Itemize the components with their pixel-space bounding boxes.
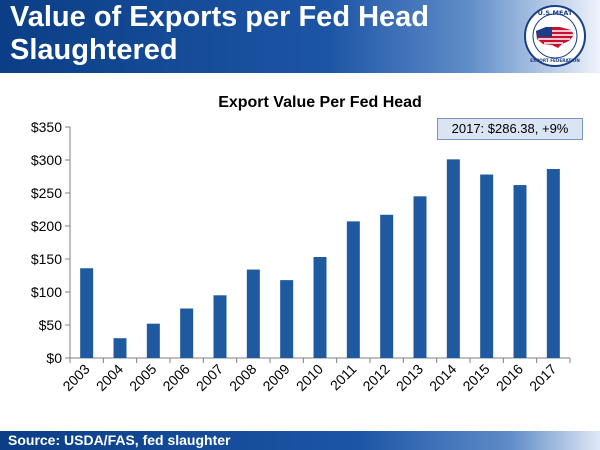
footer-banner: Source: USDA/FAS, fed slaughter — [0, 431, 600, 450]
x-tick-label: 2005 — [126, 361, 159, 394]
usmef-logo: U.S.MEAT EXPORT FEDERATION — [524, 5, 586, 67]
x-tick-label: 2003 — [59, 361, 92, 394]
y-tick-label: $0 — [46, 350, 62, 366]
chart-title: Export Value Per Fed Head — [218, 94, 422, 111]
y-tick-label: $350 — [31, 119, 62, 135]
bar-2013 — [413, 196, 427, 358]
bar-2009 — [280, 280, 294, 358]
y-tick-label: $300 — [31, 152, 62, 168]
bar-2004 — [113, 338, 127, 358]
y-tick-label: $150 — [31, 251, 62, 267]
y-tick-label: $200 — [31, 218, 62, 234]
x-tick-label: 2009 — [259, 361, 292, 394]
y-tick-label: $50 — [39, 317, 63, 333]
x-tick-label: 2013 — [393, 361, 426, 394]
bar-2005 — [146, 323, 160, 358]
x-tick-label: 2010 — [293, 361, 326, 394]
x-tick-label: 2017 — [526, 361, 559, 394]
bar-2011 — [346, 221, 360, 358]
x-tick-label: 2016 — [493, 361, 526, 394]
bar-2010 — [313, 257, 327, 358]
slide-title: Value of Exports per Fed Head Slaughtere… — [10, 1, 429, 66]
x-tick-label: 2004 — [93, 361, 126, 394]
bar-2006 — [180, 308, 194, 358]
bar-2017 — [546, 168, 560, 358]
y-tick-label: $250 — [31, 185, 62, 201]
x-tick-label: 2006 — [159, 361, 192, 394]
bar-2012 — [380, 214, 394, 358]
bar-2016 — [513, 185, 527, 358]
header-banner: Value of Exports per Fed Head Slaughtere… — [0, 0, 600, 73]
x-tick-label: 2008 — [226, 361, 259, 394]
x-tick-label: 2015 — [459, 361, 492, 394]
x-tick-label: 2012 — [359, 361, 392, 394]
annotation-label: 2017: $286.38, +9% — [437, 118, 583, 140]
bar-2003 — [80, 268, 94, 358]
bar-2015 — [480, 174, 494, 358]
bar-2014 — [446, 159, 460, 358]
bar-2007 — [213, 295, 227, 358]
x-tick-label: 2011 — [327, 361, 360, 394]
y-tick-label: $100 — [31, 284, 62, 300]
bar-2008 — [246, 269, 260, 358]
source-note: Source: USDA/FAS, fed slaughter — [8, 432, 231, 448]
x-tick-label: 2014 — [426, 361, 459, 394]
x-tick-label: 2007 — [193, 361, 226, 394]
logo-bottom-text: EXPORT FEDERATION — [530, 58, 580, 63]
logo-top-text: U.S.MEAT — [538, 9, 573, 17]
